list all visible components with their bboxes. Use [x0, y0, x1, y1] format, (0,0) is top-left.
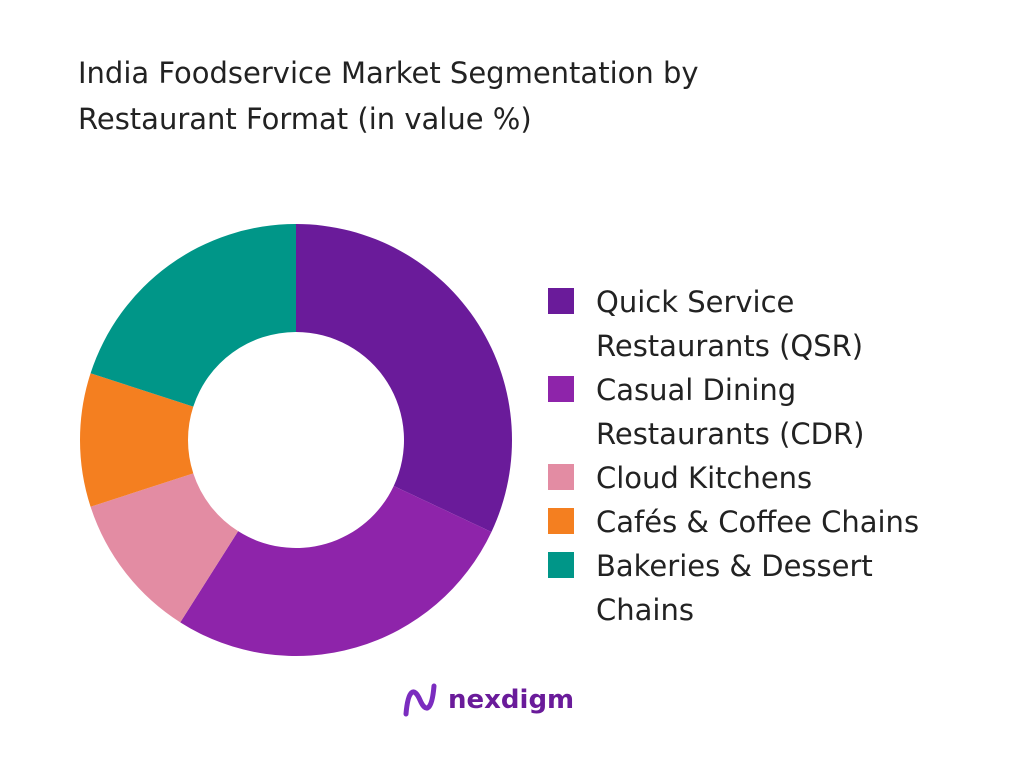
- legend-swatch: [548, 464, 574, 490]
- legend-item: Cloud Kitchens: [548, 456, 988, 500]
- legend-item: Cafés & Coffee Chains: [548, 500, 988, 544]
- donut-segment: [180, 485, 492, 656]
- chart-title: India Foodservice Market Segmentation by…: [78, 56, 699, 136]
- legend-item: Casual Dining Restaurants (CDR): [548, 368, 988, 456]
- legend-swatch: [548, 552, 574, 578]
- legend-swatch: [548, 376, 574, 402]
- legend-label: Bakeries & Dessert Chains: [596, 549, 873, 627]
- legend-label: Casual Dining Restaurants (CDR): [596, 373, 865, 451]
- legend-swatch: [548, 288, 574, 314]
- legend-label: Cafés & Coffee Chains: [596, 505, 920, 539]
- legend-label: Cloud Kitchens: [596, 461, 813, 495]
- donut-segment: [90, 224, 296, 407]
- legend-label: Quick Service Restaurants (QSR): [596, 285, 864, 363]
- legend-swatch: [548, 508, 574, 534]
- donut-segment: [296, 224, 512, 532]
- legend-item: Bakeries & Dessert Chains: [548, 544, 988, 632]
- logo: nexdigm: [400, 680, 574, 720]
- legend: Quick Service Restaurants (QSR) Casual Di…: [548, 280, 988, 632]
- donut-segment: [90, 473, 239, 623]
- donut-segment: [80, 373, 194, 507]
- chart: [80, 224, 512, 656]
- logo-icon: [403, 683, 437, 717]
- legend-item: Quick Service Restaurants (QSR): [548, 280, 988, 368]
- logo-text: nexdigm: [448, 685, 575, 715]
